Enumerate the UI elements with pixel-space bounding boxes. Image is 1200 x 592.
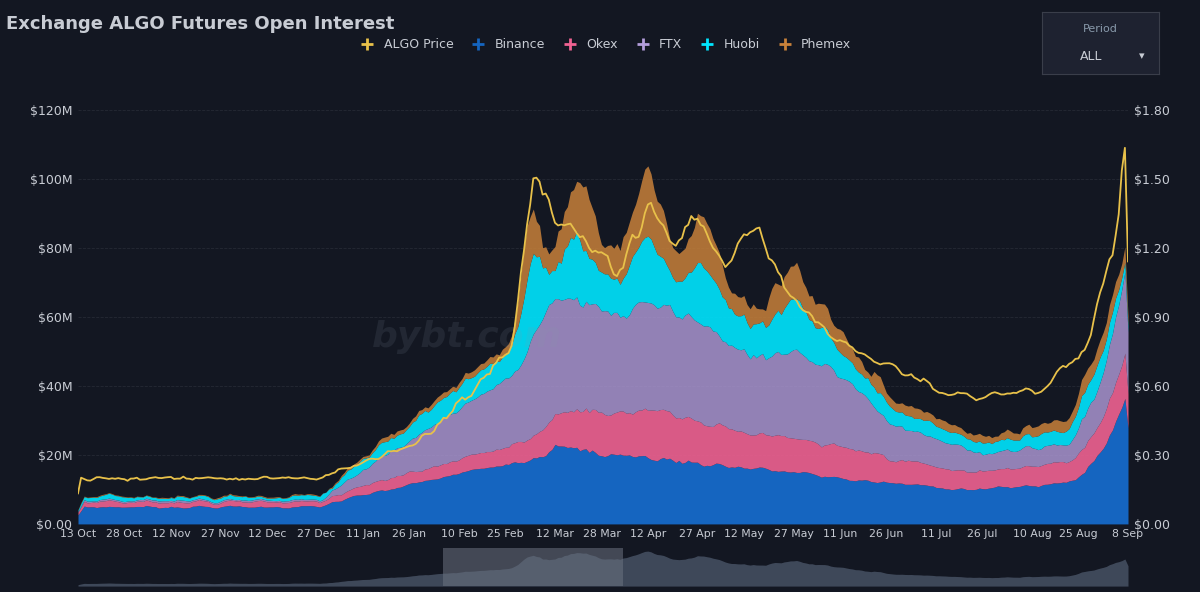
Bar xyxy=(444,548,623,586)
Text: Period: Period xyxy=(1082,24,1118,34)
Text: bybt.com: bybt.com xyxy=(372,320,562,355)
Legend: ALGO Price, Binance, Okex, FTX, Huobi, Phemex: ALGO Price, Binance, Okex, FTX, Huobi, P… xyxy=(350,33,856,56)
Text: ▾: ▾ xyxy=(1139,52,1145,62)
Text: ALL: ALL xyxy=(1080,50,1103,63)
Text: Exchange ALGO Futures Open Interest: Exchange ALGO Futures Open Interest xyxy=(6,15,395,33)
